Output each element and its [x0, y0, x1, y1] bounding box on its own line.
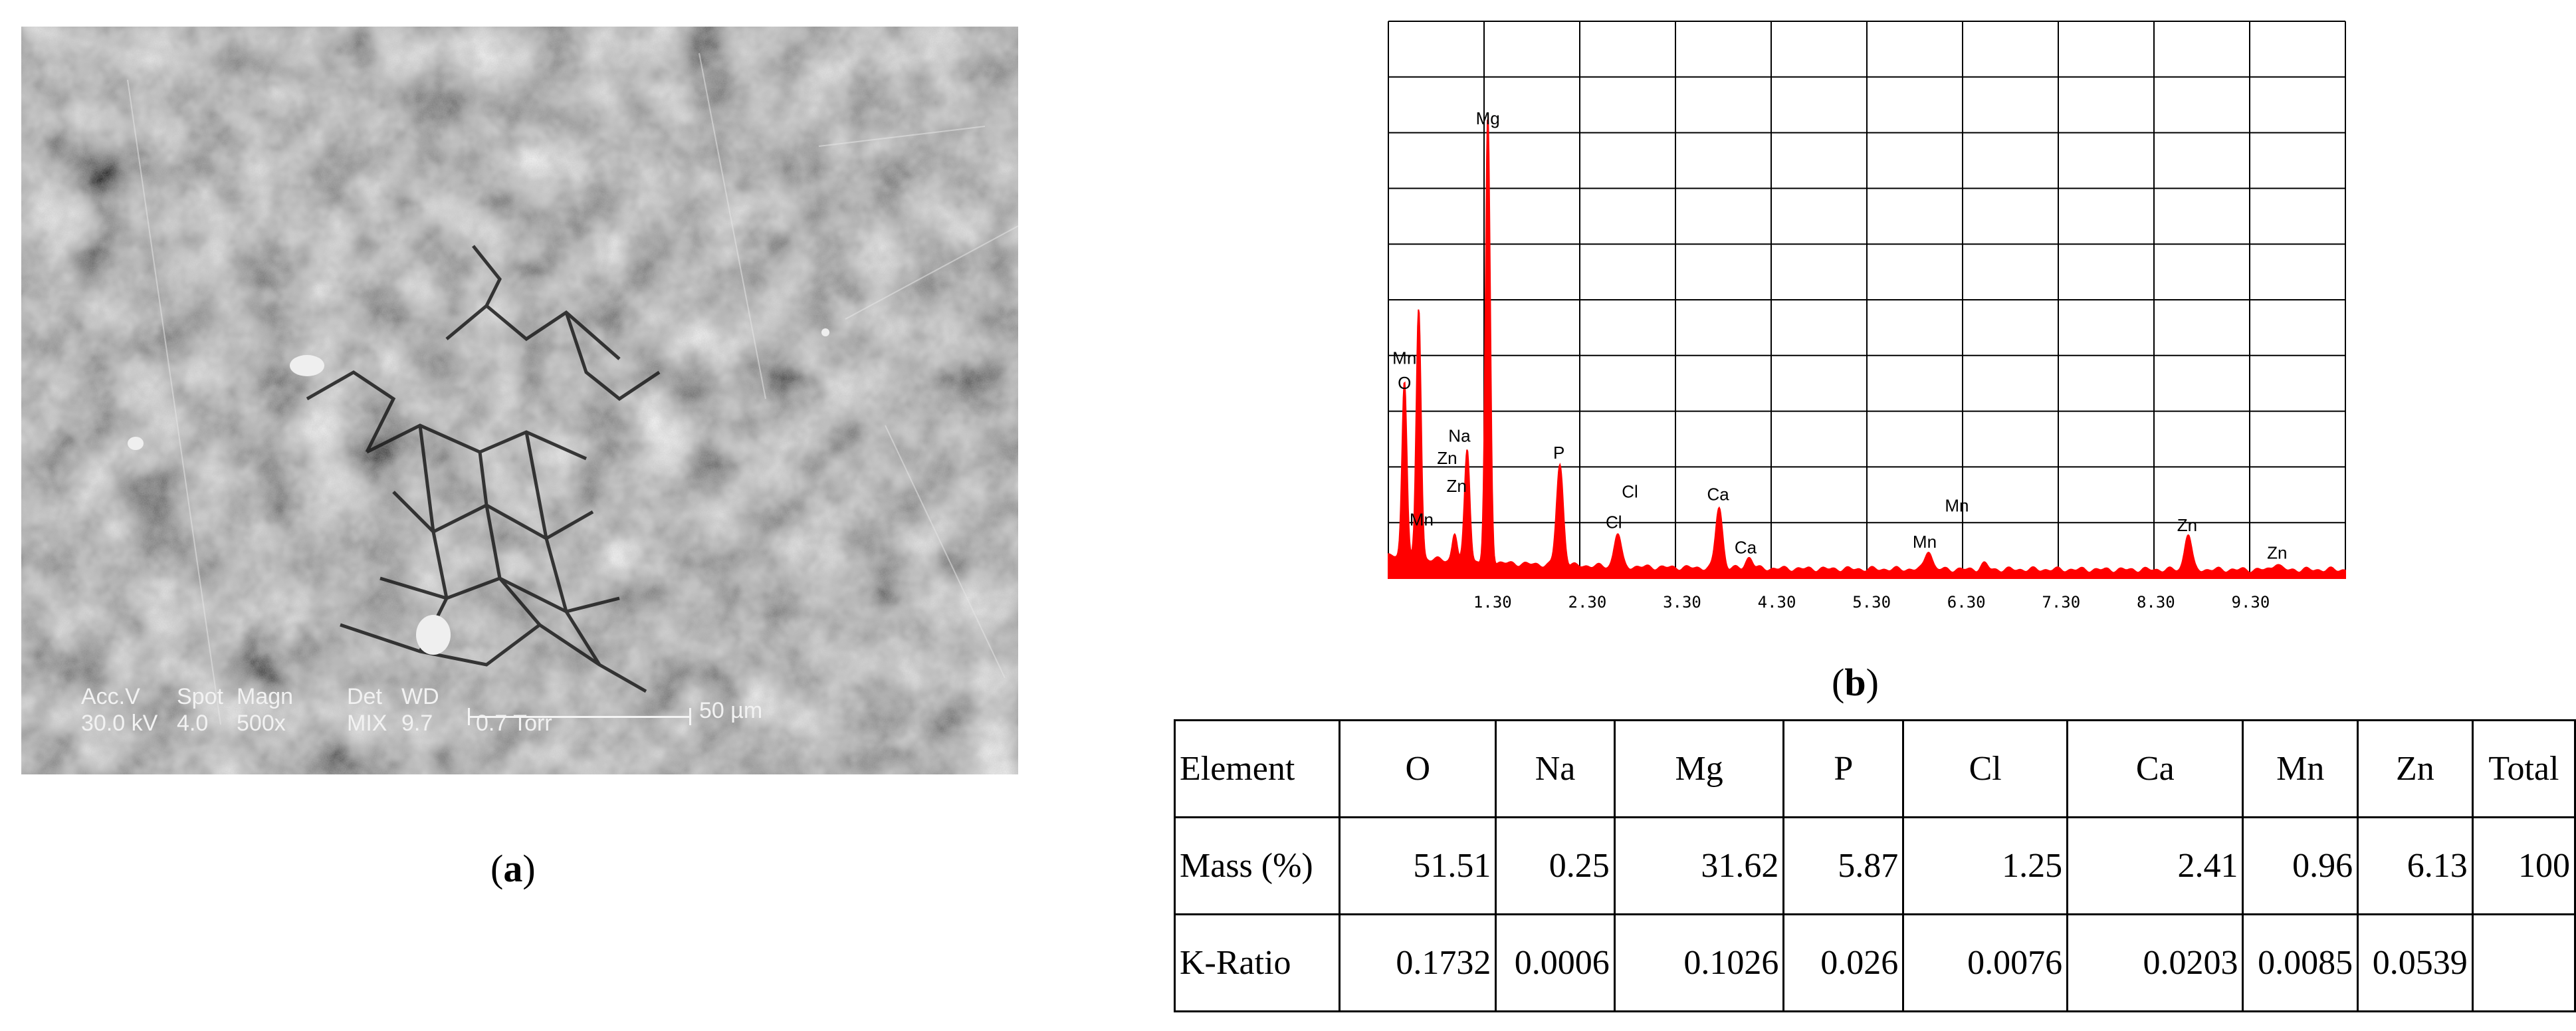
eds-spectrum-chart: 1.30 2.30 3.30 4.30 5.30 6.30 7.30 8.30 9.30 Mg M…	[1388, 21, 2346, 612]
magnification-value: 500x	[237, 711, 286, 736]
peak-label: Zn	[2267, 543, 2287, 563]
chart-grid	[1388, 21, 2346, 579]
eds-composition-table: Element O Na Mg P Cl Ca Mn Zn Total Mass (%) 51.51 0…	[1173, 719, 2576, 1012]
peak-label: Zn	[1446, 476, 1466, 496]
row-label-cell: Element	[1173, 719, 1341, 818]
peak-label: Zn	[2177, 515, 2197, 535]
x-tick-labels: 1.30 2.30 3.30 4.30 5.30 6.30 7.30 8.30 9.30	[1473, 593, 2270, 612]
table-header-row: Element O Na Mg P Cl Ca Mn Zn Total	[1173, 719, 2576, 818]
table-cell: 0.0076	[1902, 913, 2069, 1012]
acc-voltage-label: Acc.V	[81, 684, 140, 709]
table-cell: 51.51	[1339, 816, 1497, 915]
table-cell: 0.0539	[2357, 913, 2474, 1012]
table-cell: 0.25	[1495, 816, 1616, 915]
spot-label: Spot	[177, 684, 223, 709]
table-cell: P	[1782, 719, 1905, 818]
working-distance-value: 9.7	[401, 711, 433, 736]
table-cell: 1.25	[1902, 816, 2069, 915]
x-tick-label: 7.30	[2042, 593, 2080, 612]
table-cell: Na	[1495, 719, 1616, 818]
row-label-cell: K-Ratio	[1173, 913, 1341, 1012]
detector-label: Det	[347, 684, 382, 709]
x-tick-label: 1.30	[1473, 593, 1512, 612]
peak-label: Zn	[1437, 448, 1457, 468]
table-cell: 0.026	[1782, 913, 1905, 1012]
peak-label: Cl	[1622, 481, 1638, 501]
table-cell	[2471, 913, 2576, 1012]
peak-label: Cl	[1606, 513, 1622, 532]
caption-a: (a)	[490, 847, 536, 890]
x-tick-label: 6.30	[1947, 593, 1986, 612]
table-cell: 31.62	[1613, 816, 1785, 915]
table-cell: Zn	[2357, 719, 2474, 818]
table-cell: 5.87	[1782, 816, 1905, 915]
peak-label: P	[1553, 443, 1564, 463]
peak-label: Mn	[1913, 532, 1937, 552]
table-cell: 0.0203	[2066, 913, 2244, 1012]
table-cell: 100	[2471, 816, 2576, 915]
spot-value: 4.0	[177, 711, 209, 736]
peak-label: Mg	[1476, 108, 1500, 128]
working-distance-label: WD	[401, 684, 439, 709]
table-cell: Total	[2471, 719, 2576, 818]
scale-bar-label: 50 µm	[699, 698, 763, 723]
x-tick-label: 3.30	[1663, 593, 1701, 612]
caption-b: (b)	[1832, 661, 1879, 704]
peak-label: Mn	[1945, 495, 1969, 515]
x-tick-label: 2.30	[1568, 593, 1607, 612]
table-cell: 0.0006	[1495, 913, 1616, 1012]
table-cell: Ca	[2066, 719, 2244, 818]
peak-label: Na	[1448, 426, 1471, 446]
chamber-pressure: 0.7 Torr	[476, 711, 552, 736]
table-cell: 0.0085	[2242, 913, 2359, 1012]
table-cell: Cl	[1902, 719, 2069, 818]
sem-micrograph: Acc.V 30.0 kV Spot 4.0 Magn 500x Det MIX…	[21, 27, 1018, 774]
spectrum-series-line	[1388, 116, 2346, 579]
table-cell: 2.41	[2066, 816, 2244, 915]
peak-label: Mn	[1392, 348, 1416, 368]
x-tick-label: 9.30	[2232, 593, 2270, 612]
peak-label: Ca	[1735, 537, 1757, 557]
acc-voltage-value: 30.0 kV	[81, 711, 158, 736]
x-tick-label: 4.30	[1758, 593, 1796, 612]
table-cell: 6.13	[2357, 816, 2474, 915]
peak-label: Ca	[1707, 485, 1730, 505]
scale-bar	[468, 708, 691, 725]
table-cell: 0.1732	[1339, 913, 1497, 1012]
magnification-label: Magn	[237, 684, 294, 709]
micrograph-texture	[21, 27, 1018, 774]
table-cell: Mn	[2242, 719, 2359, 818]
table-cell: O	[1339, 719, 1497, 818]
table-row: K-Ratio 0.1732 0.0006 0.1026 0.026 0.0076 0.02…	[1173, 913, 2576, 1012]
x-tick-label: 5.30	[1852, 593, 1891, 612]
peak-label: Mn	[1410, 509, 1434, 529]
x-tick-label: 8.30	[2137, 593, 2175, 612]
table-cell: Mg	[1613, 719, 1785, 818]
table-cell: 0.96	[2242, 816, 2359, 915]
table-row: Mass (%) 51.51 0.25 31.62 5.87 1.25 2.41 0.96 6.…	[1173, 816, 2576, 915]
detector-value: MIX	[347, 711, 387, 736]
table-cell: 0.1026	[1613, 913, 1785, 1012]
row-label-cell: Mass (%)	[1173, 816, 1341, 915]
peak-label: O	[1398, 373, 1411, 393]
